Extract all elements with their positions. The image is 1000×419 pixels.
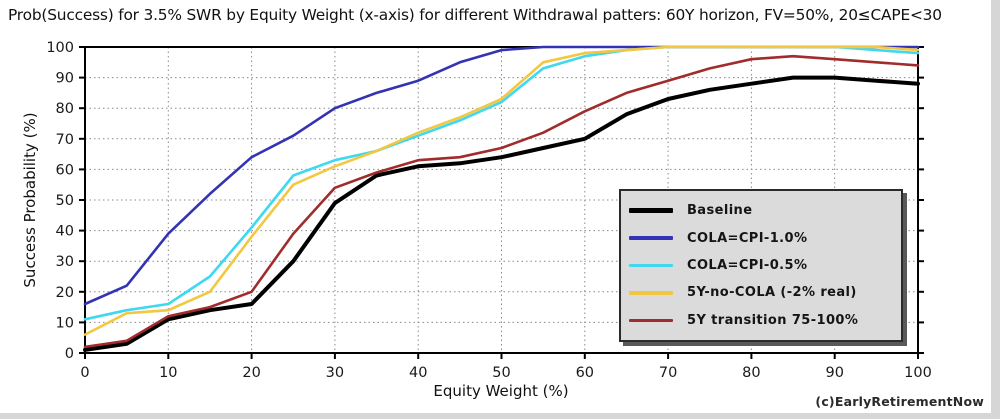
x-axis-label: Equity Weight (%) <box>433 382 569 400</box>
legend-line-swatch <box>629 208 673 214</box>
legend-item-label: COLA=CPI-0.5% <box>687 257 808 273</box>
legend-line-swatch <box>629 291 673 295</box>
y-axis-label: Success Probability (%) <box>21 112 39 288</box>
legend-item-cola-cpi-0-5: COLA=CPI-0.5% <box>629 258 901 273</box>
legend-item-cola-cpi-1-0: COLA=CPI-1.0% <box>629 231 901 246</box>
legend-item-5y-transition-75-100: 5Y transition 75-100% <box>629 313 901 328</box>
legend-item-label: Baseline <box>687 203 753 219</box>
legend-item-label: 5Y transition 75-100% <box>687 312 859 328</box>
legend-item-baseline: Baseline <box>629 203 901 218</box>
watermark: (c)EarlyRetirementNow <box>815 394 984 409</box>
legend-item-label: COLA=CPI-1.0% <box>687 230 808 246</box>
legend-item-5y-no-cola-2-real: 5Y-no-COLA (-2% real) <box>629 285 901 300</box>
legend-line-swatch <box>629 263 673 268</box>
legend-line-swatch <box>629 236 673 240</box>
legend-item-label: 5Y-no-COLA (-2% real) <box>687 285 857 301</box>
legend-line-swatch <box>629 318 673 322</box>
chart-title: Prob(Success) for 3.5% SWR by Equity Wei… <box>8 6 942 24</box>
legend: Baseline COLA=CPI-1.0% COLA=CPI-0.5% 5Y-no-… <box>619 189 903 342</box>
